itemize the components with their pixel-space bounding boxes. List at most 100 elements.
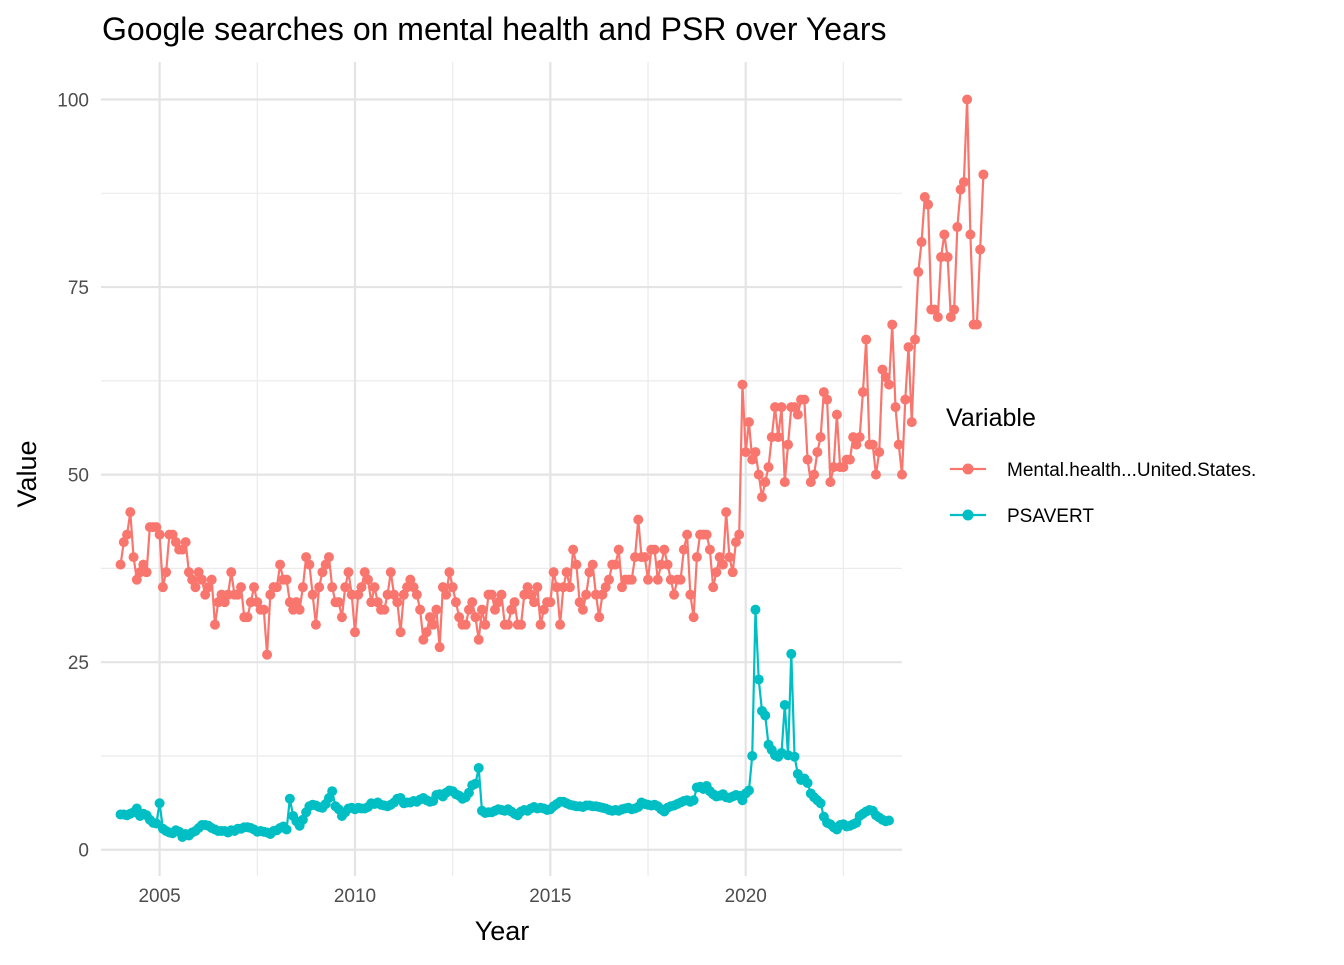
data-point (942, 252, 953, 263)
data-point (131, 574, 142, 585)
data-point (115, 559, 126, 570)
data-point (561, 567, 572, 578)
data-point (281, 574, 292, 585)
data-point (470, 612, 481, 623)
y-tick-label: 50 (68, 466, 89, 487)
data-point (548, 567, 559, 578)
data-point (756, 492, 767, 503)
data-point (822, 394, 833, 405)
data-point (281, 824, 292, 835)
chart-title: Google searches on mental health and PSR… (102, 11, 887, 47)
data-point (633, 514, 644, 525)
data-point (489, 604, 500, 615)
data-point (910, 334, 921, 345)
data-point (949, 304, 960, 315)
data-point (359, 567, 370, 578)
data-point (903, 342, 914, 353)
data-point (958, 177, 969, 188)
data-point (897, 469, 907, 480)
data-point (441, 589, 452, 600)
data-point (232, 589, 243, 600)
data-point (603, 574, 614, 585)
data-point (411, 589, 422, 600)
data-point (643, 574, 654, 585)
data-point (157, 582, 168, 593)
data-point (447, 582, 458, 593)
data-point (421, 627, 432, 638)
data-point (867, 439, 878, 450)
data-point (190, 582, 201, 593)
data-point (743, 417, 754, 428)
data-point (480, 619, 491, 630)
data-point (535, 619, 546, 630)
data-point (678, 544, 689, 555)
data-point (320, 559, 331, 570)
data-point (170, 537, 181, 548)
data-point (802, 454, 813, 465)
legend-label: PSAVERT (1007, 506, 1094, 527)
data-point (138, 559, 149, 570)
x-axis-label: Year (475, 916, 530, 946)
data-point (753, 674, 764, 685)
data-point (773, 432, 784, 443)
data-point (747, 454, 758, 465)
data-point (975, 244, 986, 255)
data-point (857, 387, 868, 398)
data-point (434, 642, 445, 653)
data-point (870, 469, 881, 480)
data-point (304, 559, 315, 570)
y-tick-label: 100 (57, 91, 89, 112)
data-point (581, 589, 592, 600)
data-point (564, 582, 575, 593)
data-point (688, 795, 699, 806)
data-point (369, 582, 380, 593)
data-point (317, 567, 328, 578)
data-point (789, 402, 800, 413)
data-point (861, 334, 872, 345)
data-point (815, 432, 826, 443)
data-point (626, 574, 637, 585)
x-tick-label: 2005 (138, 886, 180, 907)
data-point (721, 507, 732, 518)
data-point (522, 582, 533, 593)
data-point (340, 582, 351, 593)
data-point (727, 567, 738, 578)
data-point (730, 537, 741, 548)
data-point (418, 634, 429, 645)
data-point (262, 649, 273, 660)
data-point (649, 544, 660, 555)
data-point (353, 589, 364, 600)
data-point (704, 544, 715, 555)
data-point (463, 787, 474, 798)
data-point (333, 597, 344, 608)
data-point (392, 597, 403, 608)
data-point (825, 477, 836, 488)
major-gridlines (101, 62, 902, 876)
data-point (349, 627, 360, 638)
data-point (616, 582, 627, 593)
data-point (750, 604, 761, 615)
data-point (877, 364, 888, 375)
data-point (196, 574, 207, 585)
series-mental-health (115, 94, 989, 660)
data-point (180, 537, 191, 548)
data-point (753, 469, 764, 480)
data-point (545, 597, 556, 608)
data-point (893, 439, 904, 450)
data-point (343, 567, 354, 578)
data-point (183, 567, 194, 578)
data-point (779, 699, 790, 710)
data-point (258, 604, 269, 615)
data-point (154, 529, 165, 540)
data-point (737, 379, 748, 390)
data-point (851, 439, 862, 450)
data-point (600, 582, 611, 593)
data-point (838, 462, 849, 473)
data-point (363, 574, 373, 585)
legend-key-point (962, 509, 974, 521)
data-point (613, 544, 624, 555)
data-point (945, 312, 956, 323)
data-point (675, 574, 686, 585)
data-point (525, 589, 536, 600)
